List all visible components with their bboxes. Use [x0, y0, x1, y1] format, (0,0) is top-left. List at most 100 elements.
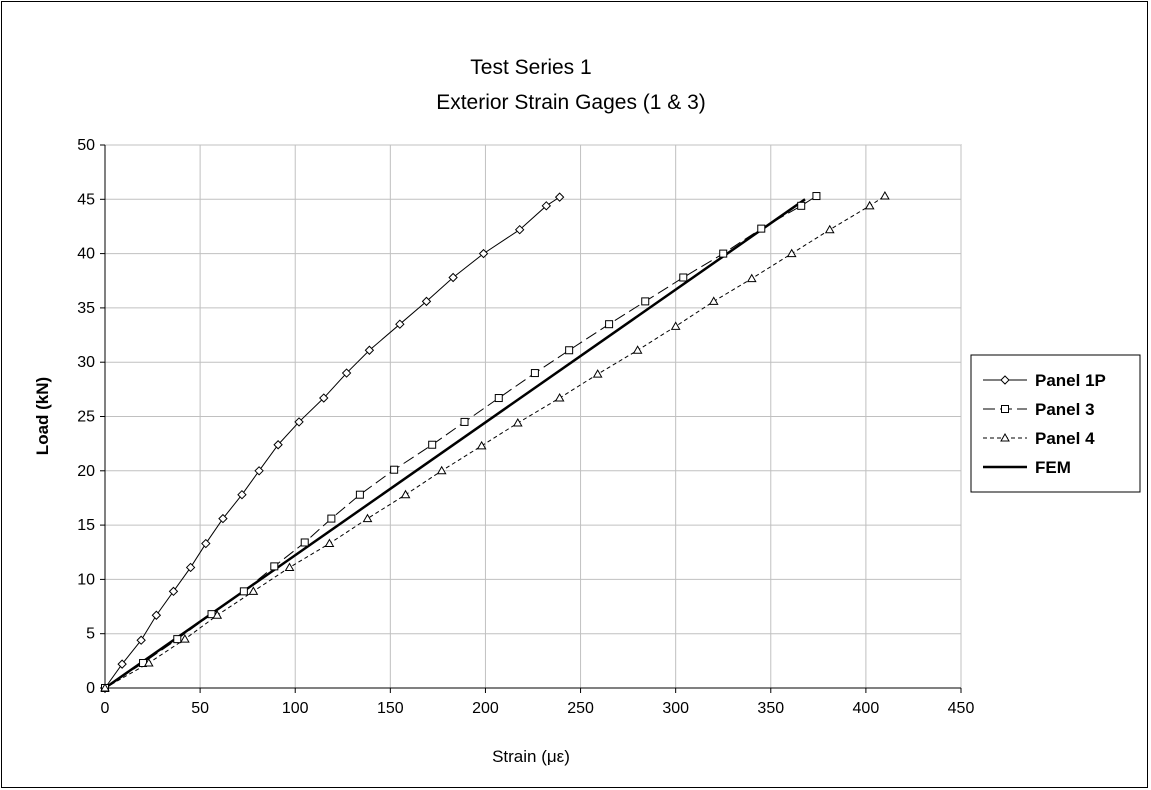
data-point-panel-1p: [168, 586, 179, 597]
data-point-panel-1p: [478, 248, 489, 259]
data-point-panel-3: [641, 297, 650, 306]
y-tick-label: 35: [77, 300, 95, 317]
y-axis-label: Load (kN): [33, 377, 52, 455]
data-point-panel-4: [746, 273, 757, 283]
legend-label-panel-1p: Panel 1P: [1035, 371, 1106, 390]
data-point-panel-3: [173, 635, 182, 644]
data-point-panel-1p: [117, 659, 127, 669]
plot-area: 0 50 100 150 200 250 300 350 400 450 0 5 10 15 20 25 30 3…: [77, 137, 974, 717]
data-point-panel-4: [512, 418, 523, 427]
data-point-panel-1p: [273, 440, 283, 450]
data-point-panel-4: [476, 440, 487, 450]
data-point-panel-4: [248, 586, 259, 595]
data-point-panel-1p: [554, 192, 565, 202]
data-point-panel-3: [300, 538, 309, 547]
x-tick-label: 100: [282, 700, 309, 717]
legend-label-panel-4: Panel 4: [1035, 429, 1095, 448]
data-point-panel-1p: [341, 368, 352, 378]
x-tick-label: 200: [472, 700, 499, 717]
chart-title: Test Series 1: [470, 56, 591, 79]
data-point-panel-3: [757, 224, 766, 233]
y-tick-label: 30: [77, 354, 95, 371]
series-line-panel-4: [104, 195, 886, 689]
x-tick-label: 300: [662, 700, 689, 717]
x-tick-label: 350: [757, 700, 784, 717]
data-point-panel-3: [494, 394, 503, 403]
data-point-panel-4: [362, 513, 373, 523]
y-tick-label: 50: [77, 137, 95, 154]
legend-marker-panel-4: [1000, 432, 1010, 442]
data-point-panel-1p: [541, 201, 552, 211]
data-point-panel-4: [436, 465, 447, 475]
data-point-panel-1p: [185, 562, 196, 573]
legend: Panel 1P Panel 3 Panel 4 FEM: [970, 354, 1141, 493]
data-point-panel-1p: [254, 466, 264, 476]
data-point-panel-4: [180, 634, 190, 643]
chart-subtitle: Exterior Strain Gages (1 & 3): [436, 91, 706, 114]
y-tick-label: 25: [77, 409, 95, 426]
data-point-panel-3: [270, 562, 279, 571]
data-point-panel-1p: [421, 296, 432, 307]
data-point-panel-1p: [395, 319, 405, 329]
data-point-panel-1p: [364, 345, 375, 355]
data-point-panel-4: [880, 191, 890, 200]
data-point-panel-4: [864, 200, 875, 210]
data-point-panel-3: [679, 273, 688, 282]
data-point-panel-3: [390, 465, 399, 474]
data-point-panel-4: [786, 248, 797, 258]
legend-marker-panel-1p: [1000, 375, 1010, 385]
legend-marker-panel-3: [1001, 405, 1009, 413]
x-tick-label: 0: [101, 700, 110, 717]
series-line-fem: [104, 198, 806, 690]
legend-label-fem: FEM: [1035, 458, 1071, 477]
data-point-panel-4: [100, 682, 110, 692]
data-point-panel-3: [719, 249, 728, 258]
data-point-panel-4: [670, 321, 681, 330]
legend-label-panel-3: Panel 3: [1035, 400, 1095, 419]
y-tick-label: 15: [77, 517, 95, 534]
data-point-panel-4: [212, 610, 223, 619]
data-point-panel-4: [143, 658, 154, 667]
data-point-panel-4: [708, 296, 719, 305]
data-point-panel-3: [327, 514, 336, 523]
data-point-panel-1p: [514, 225, 525, 235]
data-point-panel-3: [239, 587, 248, 596]
data-point-panel-4: [592, 369, 603, 378]
y-tick-label: 10: [77, 571, 95, 588]
data-point-panel-4: [554, 393, 565, 402]
data-point-panel-1p: [151, 610, 162, 620]
data-point-panel-1p: [218, 513, 228, 524]
data-point-panel-3: [530, 369, 539, 378]
y-tick-label: 45: [77, 191, 95, 208]
y-tick-label: 0: [86, 680, 95, 697]
x-tick-label: 250: [567, 700, 594, 717]
y-tick-label: 20: [77, 463, 95, 480]
x-tick-label: 50: [191, 700, 209, 717]
data-point-panel-3: [460, 417, 469, 426]
data-point-panel-3: [797, 201, 806, 210]
data-point-panel-3: [428, 440, 437, 449]
data-point-panel-1p: [319, 393, 329, 403]
series-line-panel-3: [104, 195, 817, 689]
series-line-panel-1p: [104, 196, 560, 689]
x-tick-label: 150: [377, 700, 404, 717]
y-tick-label: 40: [77, 246, 95, 263]
x-tick-label: 400: [853, 700, 880, 717]
data-point-panel-4: [632, 345, 643, 354]
data-point-panel-1p: [448, 272, 458, 283]
data-point-panel-3: [355, 490, 364, 499]
data-point-panel-1p: [237, 489, 247, 500]
data-point-panel-3: [565, 346, 574, 355]
x-tick-label: 450: [948, 700, 975, 717]
data-point-panel-4: [284, 562, 295, 571]
x-axis-label: Strain (με): [492, 747, 570, 766]
data-point-panel-4: [400, 489, 411, 499]
y-tick-label: 5: [86, 626, 95, 643]
legend-box: [970, 354, 1141, 493]
data-point-panel-4: [324, 538, 335, 548]
data-point-panel-1p: [294, 417, 304, 427]
data-point-panel-3: [812, 192, 821, 201]
data-point-panel-1p: [136, 635, 146, 645]
data-point-panel-3: [605, 320, 614, 329]
